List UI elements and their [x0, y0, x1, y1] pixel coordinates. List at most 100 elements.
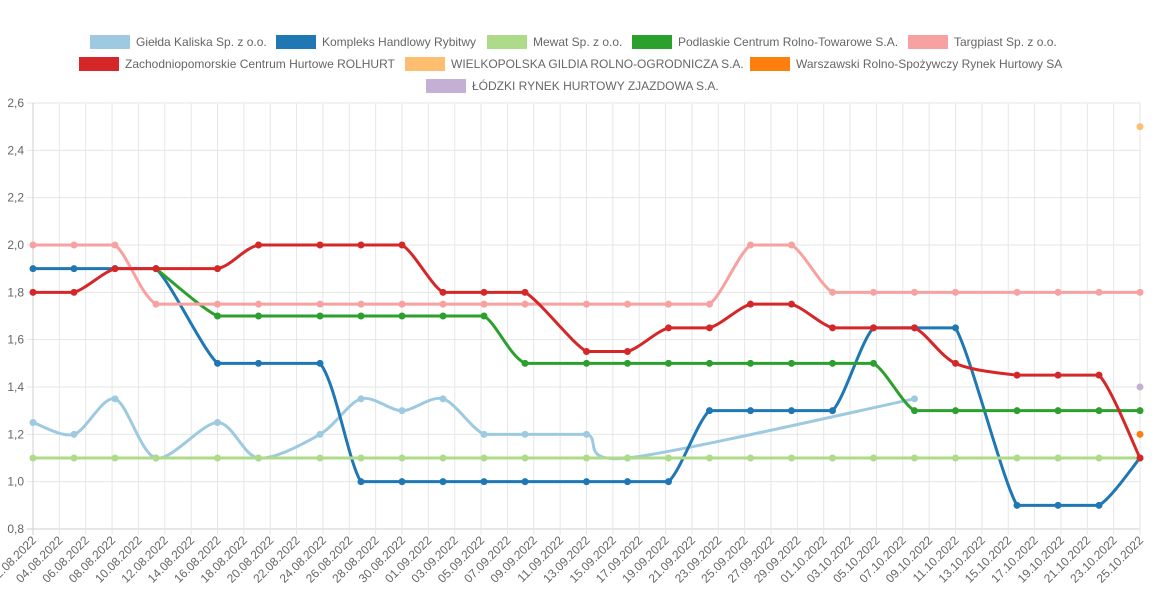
series-3: [152, 265, 1144, 415]
series-7: [1136, 430, 1144, 438]
data-point: [788, 300, 795, 308]
y-tick-label: 1,0: [7, 475, 24, 489]
y-tick-label: 1,8: [7, 285, 24, 299]
data-point: [29, 265, 37, 273]
data-point: [214, 312, 221, 320]
legend-label: Giełda Kaliska Sp. z o.o.: [136, 35, 267, 49]
data-point: [316, 300, 324, 308]
data-point: [357, 478, 365, 486]
data-point: [70, 265, 78, 273]
data-point: [316, 359, 324, 367]
data-point: [665, 324, 672, 332]
series-6: [1136, 123, 1144, 131]
data-point: [480, 454, 488, 462]
y-tick-label: 2,2: [7, 191, 24, 205]
data-point: [29, 454, 37, 462]
data-point: [624, 454, 631, 462]
series-lines: [29, 123, 1144, 509]
data-point: [70, 288, 78, 296]
legend-swatch: [632, 35, 672, 49]
data-point: [316, 241, 324, 249]
data-point: [398, 241, 406, 249]
data-point: [829, 454, 836, 462]
data-point: [747, 407, 754, 415]
data-point: [316, 430, 324, 438]
data-point: [1054, 501, 1062, 509]
data-point: [480, 478, 488, 486]
data-point: [583, 359, 590, 367]
legend-label: Podlaskie Centrum Rolno-Towarowe S.A.: [678, 35, 898, 49]
legend: Giełda Kaliska Sp. z o.o. Kompleks Handlo…: [79, 35, 1062, 93]
y-tick-label: 0,8: [7, 522, 24, 536]
data-point: [747, 359, 754, 367]
y-axis: 0,8 1,0 1,2 1,4 1,6 1,8 2,0 2,2 2,4 2,6: [7, 96, 24, 536]
data-point: [214, 359, 221, 367]
data-point: [788, 407, 795, 415]
data-point: [357, 300, 365, 308]
data-point: [398, 300, 406, 308]
data-point: [952, 454, 959, 462]
data-point: [1054, 288, 1062, 296]
legend-swatch: [426, 79, 466, 93]
legend-item: Kompleks Handlowy Rybitwy: [276, 35, 476, 49]
legend-label: WIELKOPOLSKA GILDIA ROLNO-OGRODNICZA S.A…: [451, 57, 744, 71]
data-point: [624, 348, 631, 355]
data-point: [706, 407, 713, 415]
data-point: [255, 359, 262, 367]
data-point: [829, 288, 836, 296]
data-point: [665, 454, 672, 462]
data-point: [1136, 454, 1144, 462]
legend-item: Warszawski Rolno-Spożywczy Rynek Hurtowy…: [750, 57, 1062, 71]
data-point: [439, 312, 447, 320]
data-point: [316, 312, 324, 320]
data-point: [439, 300, 447, 308]
data-point: [29, 419, 37, 426]
data-point: [911, 407, 918, 415]
data-point: [952, 288, 959, 296]
legend-swatch: [908, 35, 948, 49]
data-point: [255, 454, 262, 462]
data-point: [952, 324, 959, 332]
data-point: [214, 300, 221, 308]
legend-item: ŁÓDZKI RYNEK HURTOWY ZJAZDOWA S.A.: [426, 78, 719, 93]
data-point: [706, 324, 713, 332]
data-point: [521, 478, 529, 486]
data-point: [1013, 407, 1021, 415]
data-point: [521, 300, 529, 308]
data-point: [1136, 288, 1144, 296]
data-point: [788, 241, 795, 249]
data-point: [911, 324, 918, 332]
data-point: [788, 454, 795, 462]
data-point: [1013, 454, 1021, 462]
data-point: [665, 478, 672, 486]
data-point: [1095, 407, 1103, 415]
data-point: [1054, 371, 1062, 379]
legend-item: Targpiast Sp. z o.o.: [908, 35, 1057, 49]
data-point: [398, 407, 406, 415]
data-point: [255, 300, 262, 308]
data-point: [870, 324, 877, 332]
data-point: [70, 241, 78, 249]
legend-swatch: [487, 35, 527, 49]
x-axis: 02.08.202204.08.202206.08.202208.08.2022…: [0, 533, 1146, 586]
data-point: [214, 419, 221, 426]
data-point: [952, 407, 959, 415]
legend-label: Zachodniopomorskie Centrum Hurtowe ROLHU…: [125, 57, 396, 71]
data-point: [357, 395, 365, 403]
data-point: [1095, 288, 1103, 296]
data-point: [70, 454, 78, 462]
data-point: [521, 430, 529, 438]
y-tick-label: 2,6: [7, 96, 24, 110]
data-point: [747, 300, 754, 308]
data-point: [521, 288, 529, 296]
legend-label: ŁÓDZKI RYNEK HURTOWY ZJAZDOWA S.A.: [472, 78, 719, 93]
data-point: [583, 348, 590, 355]
data-point: [1136, 383, 1144, 391]
data-point: [788, 359, 795, 367]
data-point: [398, 454, 406, 462]
data-point: [398, 312, 406, 320]
data-point: [624, 300, 631, 308]
legend-label: Targpiast Sp. z o.o.: [954, 35, 1057, 49]
data-point: [521, 454, 529, 462]
data-point: [747, 241, 754, 249]
